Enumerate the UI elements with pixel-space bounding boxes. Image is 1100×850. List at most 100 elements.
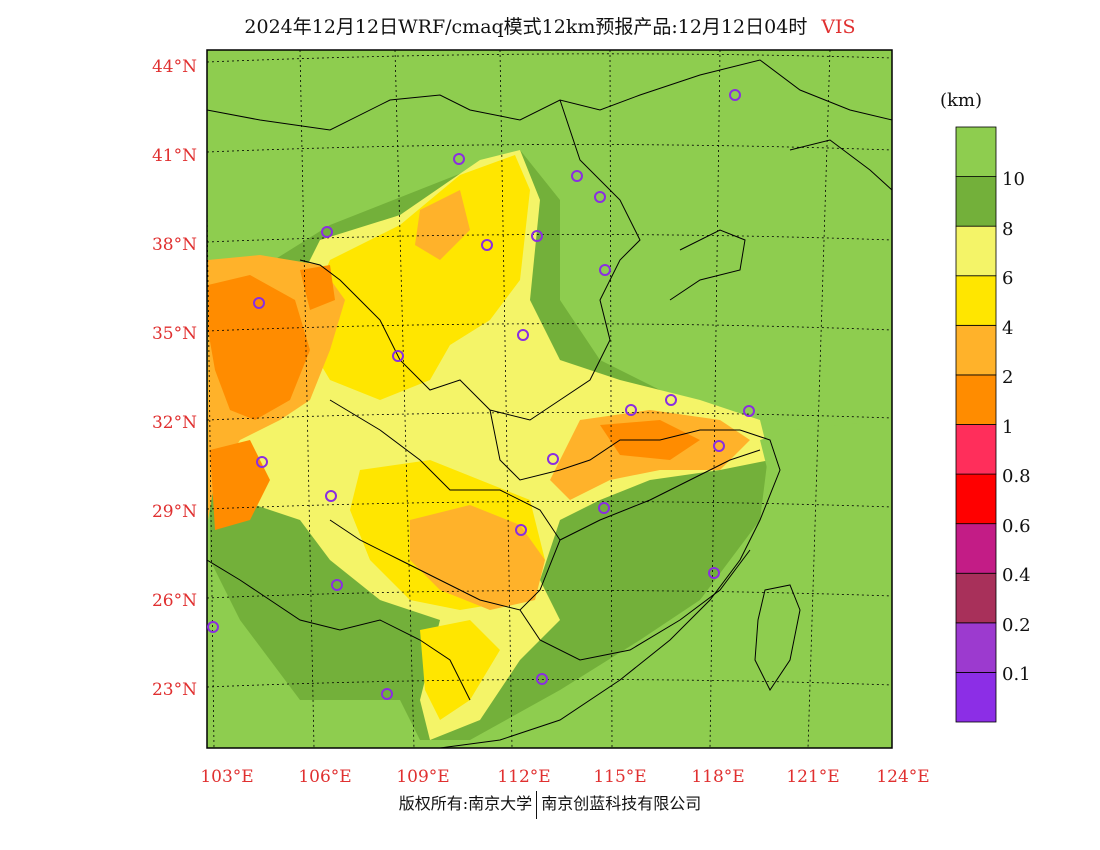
station-marker [256, 456, 268, 468]
field-2-4-ordos [415, 190, 470, 260]
border-shandong [669, 229, 746, 301]
legend-label: 0.6 [1002, 516, 1031, 537]
station-marker [325, 490, 337, 502]
lon-124 [891, 694, 892, 700]
credit-right: 南京创蓝科技有限公司 [541, 794, 702, 813]
lon-106 [299, 50, 315, 748]
station-marker [743, 405, 755, 417]
legend-label: 0.2 [1002, 615, 1031, 636]
station-marker [253, 297, 265, 309]
station-marker [481, 239, 493, 251]
legend-swatch [955, 126, 997, 177]
legend-swatch [955, 672, 997, 723]
credit-left: 版权所有:南京大学 [398, 794, 533, 813]
lat-label-32: 32°N [152, 413, 197, 433]
legend-swatch [955, 374, 997, 425]
border-central [489, 409, 740, 481]
lon-112 [499, 50, 513, 748]
station-marker [517, 329, 529, 341]
title-main: 2024年12月12日WRF/cmaq模式12km预报产品:12月12日04时 [244, 16, 808, 38]
border-southeast [559, 449, 761, 541]
lon-label-115: 115°E [593, 767, 646, 787]
station-marker [598, 502, 610, 514]
border-north-provinces [299, 99, 641, 421]
station-marker [392, 350, 404, 362]
credit-separator [536, 790, 538, 819]
lon-label-109: 109°E [396, 767, 449, 787]
border-korea [789, 139, 892, 191]
legend-label: 4 [1002, 318, 1014, 339]
legend-swatch [955, 622, 997, 673]
legend-swatch [955, 275, 997, 326]
legend-swatch [955, 523, 997, 574]
field-1-2-west [208, 275, 310, 420]
lat-label-26: 26°N [152, 591, 197, 611]
station-marker [571, 170, 583, 182]
station-marker [625, 404, 637, 416]
field-2-4-hunan [410, 505, 545, 610]
credit-line: 版权所有:南京大学 南京创蓝科技有限公司 [0, 790, 1100, 819]
lon-label-112: 112°E [497, 767, 550, 787]
lon-label-103: 103°E [200, 767, 253, 787]
station-marker [599, 264, 611, 276]
legend-unit: (km) [940, 90, 983, 111]
field-sea [560, 420, 892, 748]
field-4-6-coast [420, 620, 500, 720]
field-4-6-north [300, 155, 530, 400]
station-marker [531, 230, 543, 242]
border-coastal [519, 549, 751, 661]
axis-labels: 44°N 41°N 38°N 35°N 32°N 29°N 26°N 23°N … [152, 57, 930, 787]
legend-label: 10 [1002, 169, 1025, 190]
station-marker [713, 440, 725, 452]
field-1-2-north [300, 265, 335, 310]
station-marker [453, 153, 465, 165]
lon-label-106: 106°E [298, 767, 351, 787]
station-marker [547, 453, 559, 465]
legend-swatch [955, 176, 997, 227]
legend-label: 0.8 [1002, 466, 1031, 487]
lat-label-41: 41°N [152, 146, 197, 166]
coastline [439, 429, 781, 748]
station-marker [729, 89, 741, 101]
lon-label-121: 121°E [786, 767, 839, 787]
legend-colorbar [955, 126, 997, 723]
station-marker [594, 191, 606, 203]
legend-label: 2 [1002, 367, 1014, 388]
station-marker [321, 226, 333, 238]
borders [207, 59, 892, 748]
legend-label: 1 [1002, 417, 1014, 438]
taiwan [754, 584, 801, 691]
station-markers [207, 89, 755, 700]
lon-115 [609, 50, 613, 748]
legend-swatch [955, 324, 997, 376]
lat-label-44: 44°N [152, 57, 197, 77]
lat-label-38: 38°N [152, 235, 197, 255]
station-marker [381, 688, 393, 700]
lon-label-118: 118°E [691, 767, 744, 787]
map-frame [206, 49, 893, 749]
legend-swatch [955, 473, 997, 525]
legend-label: 6 [1002, 268, 1014, 289]
lon-121 [807, 50, 831, 748]
station-marker [207, 621, 219, 633]
map-title: 2024年12月12日WRF/cmaq模式12km预报产品:12月12日04时 V… [0, 12, 1100, 39]
legend-swatch [955, 424, 997, 475]
station-marker [515, 524, 527, 536]
lon-109 [394, 50, 415, 748]
lat-label-23: 23°N [152, 680, 197, 700]
border-southwest [207, 559, 471, 701]
station-marker [331, 579, 343, 591]
lon-label-124: 124°E [876, 767, 929, 787]
map-fields [207, 50, 892, 748]
legend-label: 0.1 [1002, 664, 1031, 685]
station-marker [536, 673, 548, 685]
lat-label-29: 29°N [152, 502, 197, 522]
title-variable: VIS [821, 16, 856, 38]
station-marker [708, 567, 720, 579]
lon-118 [709, 50, 721, 748]
legend-label: 0.4 [1002, 565, 1031, 586]
lat-label-35: 35°N [152, 324, 197, 344]
legend-swatch [955, 225, 997, 277]
legend-label: 8 [1002, 219, 1014, 240]
